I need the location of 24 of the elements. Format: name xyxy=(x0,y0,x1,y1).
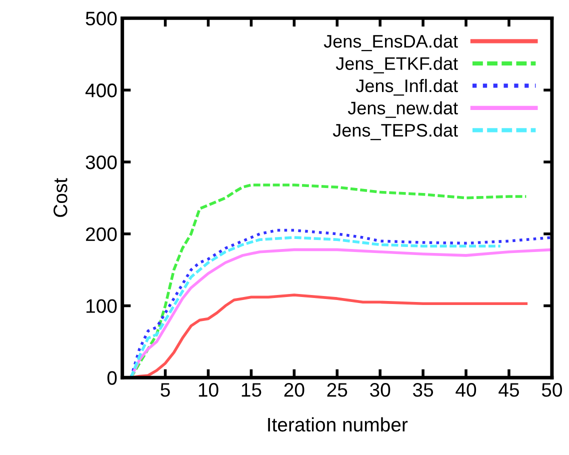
y-tick-label: 200 xyxy=(86,227,117,242)
legend-label: Jens_new.dat xyxy=(348,101,458,118)
x-tick-label: 25 xyxy=(327,383,348,397)
y-axis-title: Cost xyxy=(54,178,68,217)
y-tick-label: 400 xyxy=(85,84,117,98)
x-tick-label: 15 xyxy=(242,383,262,397)
x-tick-label: 30 xyxy=(370,383,390,397)
y-tick-label: 0 xyxy=(107,371,117,385)
x-axis-title: Iteration number xyxy=(268,417,408,432)
legend-label: Jens_TEPS.dat xyxy=(332,123,458,140)
y-tick-label: 300 xyxy=(86,155,117,170)
x-tick-label: 10 xyxy=(198,383,218,397)
line-series xyxy=(130,236,502,378)
legend-label: Jens_EnsDA.dat xyxy=(324,34,458,52)
x-tick-label: 50 xyxy=(542,383,562,397)
legend-label: Jens_ETKF.dat xyxy=(336,56,458,74)
x-tick-label: 5 xyxy=(160,383,170,397)
x-tick-label: 45 xyxy=(498,383,519,397)
y-tick-label: 500 xyxy=(86,12,117,26)
legend-label: Jens_Infl.dat xyxy=(356,78,458,96)
x-tick-label: 35 xyxy=(412,383,434,397)
y-tick-label: 100 xyxy=(86,299,117,313)
x-tick-label: 40 xyxy=(456,383,476,397)
x-tick-label: 20 xyxy=(284,383,304,397)
